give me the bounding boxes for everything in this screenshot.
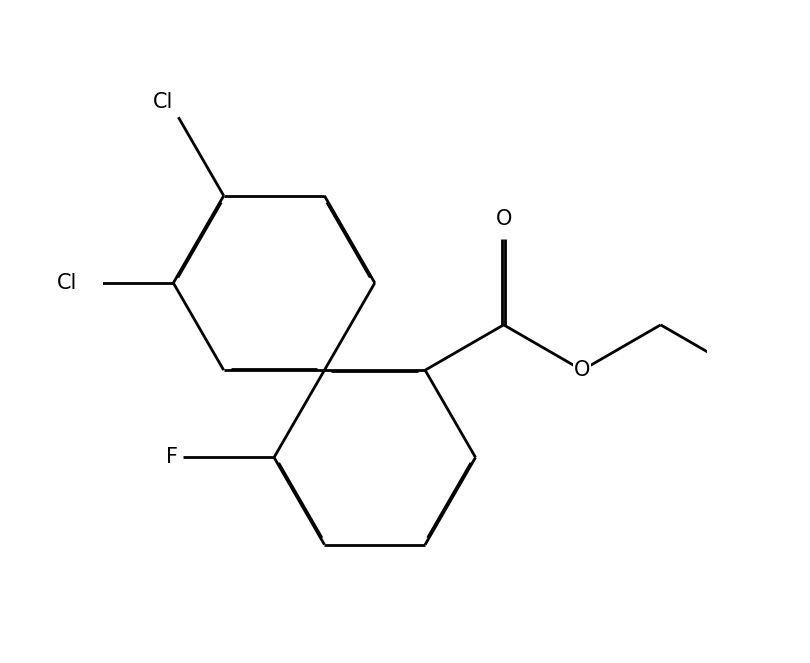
Text: O: O (496, 209, 512, 229)
Text: Cl: Cl (153, 92, 173, 112)
Text: O: O (574, 360, 590, 380)
Text: Cl: Cl (58, 273, 78, 293)
Text: F: F (166, 448, 178, 467)
